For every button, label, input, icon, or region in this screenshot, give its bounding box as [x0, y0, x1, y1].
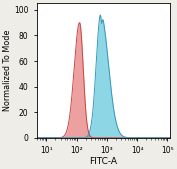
X-axis label: FITC-A: FITC-A — [90, 156, 118, 165]
Y-axis label: Normalized To Mode: Normalized To Mode — [4, 30, 12, 111]
